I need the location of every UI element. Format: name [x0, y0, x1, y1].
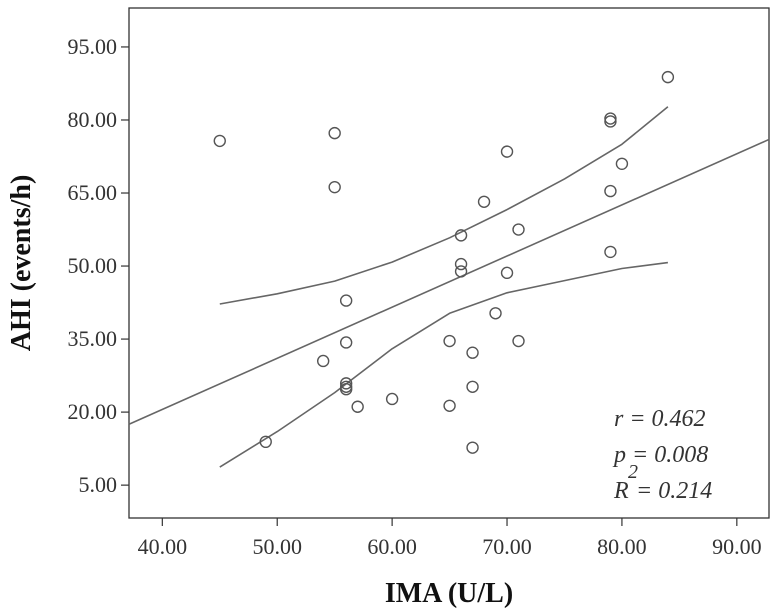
data-point	[454, 257, 468, 271]
data-point	[454, 265, 468, 278]
data-point	[443, 399, 456, 412]
x-tick-label: 50.00	[252, 534, 302, 559]
confidence-band-lower	[219, 261, 669, 468]
data-point	[339, 383, 353, 396]
data-point	[512, 334, 525, 348]
data-point	[328, 180, 341, 194]
y-tick-label: 65.00	[68, 180, 118, 205]
data-point	[500, 266, 514, 280]
y-axis-title: AHI (events/h)	[6, 175, 37, 352]
data-point	[351, 400, 364, 413]
data-point	[339, 336, 353, 349]
stat-r2-value: = 0.214	[636, 478, 712, 504]
data-point	[316, 354, 330, 368]
x-tick-label: 60.00	[367, 534, 417, 559]
data-point	[466, 346, 479, 359]
data-point	[443, 334, 456, 348]
data-point	[213, 134, 226, 148]
data-point	[259, 435, 272, 449]
y-tick-label: 95.00	[68, 34, 118, 59]
data-point	[604, 112, 617, 125]
x-tick-label: 80.00	[597, 534, 647, 559]
data-point	[512, 223, 525, 236]
data-point	[466, 380, 479, 393]
x-axis-ticks: 40.00 50.00 60.00 70.00 80.00 90.00	[138, 518, 762, 559]
data-point	[385, 392, 399, 406]
x-axis-title: IMA (U/L)	[385, 578, 513, 609]
data-point	[500, 145, 514, 158]
x-tick-label: 90.00	[712, 534, 762, 559]
confidence-band-upper	[219, 106, 669, 305]
y-tick-label: 50.00	[68, 253, 118, 278]
data-point	[661, 70, 675, 84]
stat-r2-letter: R	[613, 478, 629, 504]
plot-frame	[128, 7, 770, 519]
regression-line	[128, 138, 770, 426]
data-point	[604, 115, 617, 128]
data-point	[328, 126, 341, 140]
data-point	[604, 184, 617, 198]
fit-lines	[128, 106, 770, 468]
data-point	[454, 229, 468, 242]
y-tick-label: 35.00	[68, 326, 118, 351]
y-axis-ticks: 5.00 20.00 35.00 50.00 65.00 80.00 95.00	[68, 34, 129, 497]
data-points	[213, 70, 675, 454]
y-tick-label: 5.00	[79, 472, 118, 497]
y-tick-label: 80.00	[68, 107, 118, 132]
data-point	[604, 245, 617, 259]
data-point	[615, 157, 629, 170]
data-point	[489, 307, 502, 320]
stat-r: r = 0.462	[614, 406, 706, 432]
stat-p: p = 0.008	[612, 442, 708, 468]
x-tick-label: 70.00	[482, 534, 532, 559]
data-point	[339, 377, 353, 390]
data-point	[339, 294, 353, 307]
data-point	[477, 195, 491, 208]
data-point	[466, 441, 479, 454]
y-tick-label: 20.00	[68, 399, 118, 424]
x-tick-label: 40.00	[138, 534, 188, 559]
stat-r2-superscript: 2	[628, 461, 638, 483]
